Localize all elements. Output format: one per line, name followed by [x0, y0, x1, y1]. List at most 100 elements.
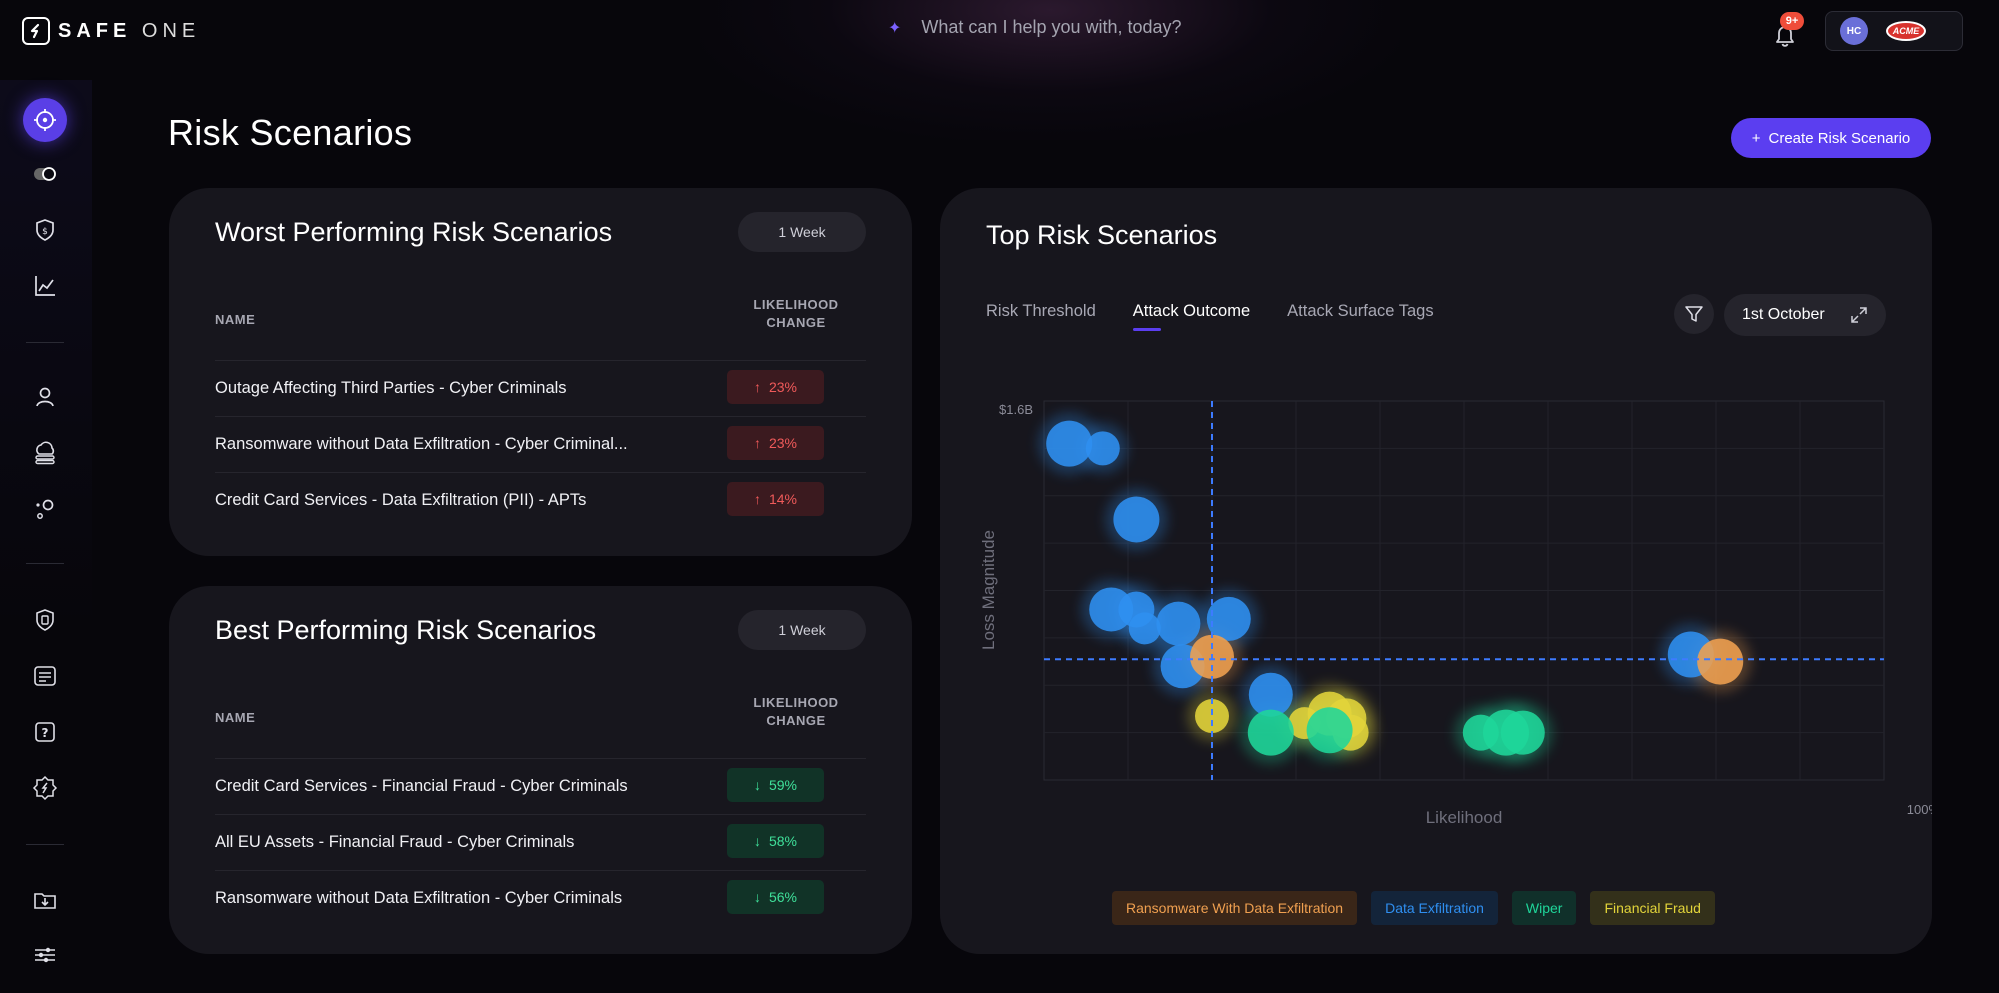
y-axis-max-label: $1.6B	[999, 402, 1033, 417]
worst-performing-card: Worst Performing Risk Scenarios 1 Week N…	[169, 188, 912, 556]
sidebar-divider	[26, 342, 64, 343]
table-row[interactable]: All EU Assets - Financial Fraud - Cyber …	[215, 814, 866, 870]
column-header-change: LIKELIHOOD CHANGE	[726, 694, 866, 730]
list-panel-icon	[34, 666, 56, 686]
assistant-search[interactable]: ✦	[888, 17, 1388, 38]
sidebar-item-cloud[interactable]	[23, 431, 67, 475]
scatter-point[interactable]	[1248, 672, 1293, 717]
scenario-name: Credit Card Services - Financial Fraud -…	[215, 777, 628, 795]
column-header-change-line2: CHANGE	[766, 713, 826, 728]
arrow-down-icon: ↓	[753, 833, 761, 849]
scatter-point[interactable]	[1046, 420, 1093, 467]
create-risk-scenario-button[interactable]: + Create Risk Scenario	[1731, 118, 1931, 158]
scatter-point[interactable]	[1206, 596, 1251, 641]
sidebar-item-financial[interactable]: $	[23, 208, 67, 252]
cloud-server-icon	[35, 441, 55, 465]
likelihood-change-badge: ↑ 14%	[727, 482, 824, 516]
sidebar-item-target[interactable]	[23, 98, 67, 142]
scenario-name: Ransomware without Data Exfiltration - C…	[215, 435, 628, 453]
scenario-name: Ransomware without Data Exfiltration - C…	[215, 889, 623, 907]
legend-item[interactable]: Data Exfiltration	[1371, 891, 1498, 925]
arrow-down-icon: ↓	[753, 777, 761, 793]
arrow-up-icon: ↑	[753, 435, 761, 451]
scatter-point[interactable]	[1128, 612, 1161, 645]
scatter-point[interactable]	[1697, 638, 1744, 685]
logo-mark-icon	[22, 17, 50, 45]
legend-item[interactable]: Ransomware With Data Exfiltration	[1112, 891, 1358, 925]
search-input[interactable]	[921, 17, 1362, 38]
top-risk-scenarios-card: Top Risk Scenarios Risk Threshold Attack…	[940, 188, 1932, 954]
tab-attack-outcome[interactable]: Attack Outcome	[1132, 302, 1250, 331]
avatar[interactable]: HC	[1840, 17, 1868, 45]
svg-text:?: ?	[42, 726, 49, 740]
table-row[interactable]: Ransomware without Data Exfiltration - C…	[215, 870, 866, 926]
likelihood-change-value: 59%	[768, 777, 798, 793]
legend-item[interactable]: Financial Fraud	[1590, 891, 1715, 925]
worst-card-title: Worst Performing Risk Scenarios	[215, 217, 613, 247]
sidebar-item-users[interactable]	[23, 375, 67, 419]
table-row[interactable]: Outage Affecting Third Parties - Cyber C…	[215, 360, 866, 416]
tab-attack-surface-tags[interactable]: Attack Surface Tags	[1287, 302, 1434, 320]
shield-dollar-icon: $	[36, 219, 54, 241]
table-row[interactable]: Ransomware without Data Exfiltration - C…	[215, 416, 866, 472]
sidebar-divider	[26, 844, 64, 845]
filter-icon	[1685, 306, 1703, 322]
sidebar-item-toggle[interactable]	[23, 152, 67, 196]
app-logo[interactable]: SAFE ONE	[22, 17, 200, 45]
sidebar-item-analytics[interactable]	[23, 264, 67, 308]
table-row[interactable]: Credit Card Services - Financial Fraud -…	[215, 758, 866, 814]
tab-risk-threshold[interactable]: Risk Threshold	[986, 302, 1096, 320]
scatter-point[interactable]	[1500, 710, 1545, 755]
policy-doc-icon	[36, 609, 54, 631]
account-switcher[interactable]: HC ACME	[1825, 11, 1963, 51]
scatter-point[interactable]	[1113, 496, 1160, 543]
toggle-icon	[34, 167, 56, 181]
scatter-point[interactable]	[1195, 699, 1229, 734]
nodes-icon	[36, 499, 54, 519]
sidebar-item-integrations[interactable]	[23, 766, 67, 810]
sidebar-item-network[interactable]	[23, 487, 67, 531]
risk-scatter-chart: $1.6B 100% Likelihood Loss Magnitude	[979, 400, 1932, 827]
chart-legend: Ransomware With Data Exfiltration Data Ex…	[1112, 891, 1715, 925]
legend-item[interactable]: Wiper	[1511, 891, 1577, 925]
y-axis-label: Loss Magnitude	[979, 530, 998, 650]
org-logo[interactable]: ACME	[1886, 21, 1926, 41]
create-risk-scenario-label: Create Risk Scenario	[1768, 129, 1911, 147]
likelihood-change-value: 23%	[768, 379, 798, 395]
worst-table-header: NAME LIKELIHOOD CHANGE	[215, 296, 866, 340]
arrow-up-icon: ↑	[753, 379, 761, 395]
scatter-point[interactable]	[1085, 431, 1120, 466]
best-performing-card: Best Performing Risk Scenarios 1 Week NA…	[169, 586, 912, 954]
scatter-point[interactable]	[1306, 707, 1353, 754]
scatter-point[interactable]	[1247, 709, 1294, 756]
date-selector[interactable]: 1st October	[1724, 294, 1886, 336]
sliders-icon	[35, 947, 55, 963]
column-header-change: LIKELIHOOD CHANGE	[726, 296, 866, 332]
worst-period-button[interactable]: 1 Week	[738, 212, 866, 252]
filter-button[interactable]	[1674, 294, 1714, 334]
sidebar-item-reports[interactable]	[23, 654, 67, 698]
threshold-lines	[1044, 401, 1884, 780]
sidebar-item-help[interactable]: ?	[23, 710, 67, 754]
scenario-name: All EU Assets - Financial Fraud - Cyber …	[215, 833, 575, 851]
folder-download-icon	[34, 893, 56, 909]
likelihood-change-badge: ↓ 58%	[727, 824, 824, 858]
sidebar-item-imports[interactable]	[23, 878, 67, 922]
table-row[interactable]: Credit Card Services - Data Exfiltration…	[215, 472, 866, 528]
expand-icon[interactable]	[1850, 306, 1868, 324]
plus-icon: +	[1751, 129, 1761, 147]
trend-chart-icon	[35, 276, 55, 296]
column-header-name: NAME	[215, 312, 256, 327]
page-title: Risk Scenarios	[168, 112, 413, 153]
likelihood-change-value: 56%	[768, 889, 798, 905]
best-period-button[interactable]: 1 Week	[738, 610, 866, 650]
best-card-title: Best Performing Risk Scenarios	[215, 615, 597, 645]
svg-text:$: $	[42, 227, 48, 237]
sidebar-item-policies[interactable]	[23, 598, 67, 642]
scatter-point[interactable]	[1156, 601, 1201, 646]
sidebar-item-settings[interactable]	[23, 933, 67, 977]
likelihood-change-badge: ↓ 59%	[727, 768, 824, 802]
date-label: 1st October	[1742, 306, 1825, 323]
gear-badge-icon	[32, 775, 58, 801]
sparkle-icon: ✦	[888, 19, 902, 37]
